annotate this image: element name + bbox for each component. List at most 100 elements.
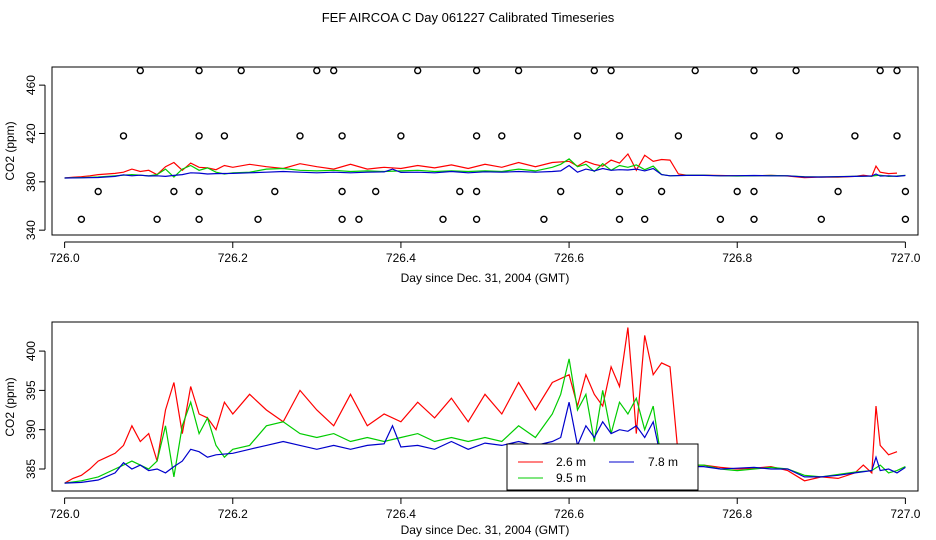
top-marker (271, 187, 279, 196)
top-x-axis: 726.0 726.2 726.4 726.6 726.8 727.0 (50, 241, 921, 265)
top-marker (641, 215, 649, 224)
top-marker (397, 132, 405, 140)
top-marker (851, 132, 859, 140)
bottom-x-tick-label: 726.6 (554, 507, 584, 521)
bottom-x-tick-label: 726.4 (386, 507, 416, 521)
legend-label-2-6m: 2.6 m (556, 455, 586, 469)
top-marker (338, 215, 346, 224)
top-series-9-5-m (64, 158, 906, 179)
top-marker (674, 132, 683, 140)
top-y-tick-label: 380 (24, 171, 38, 191)
top-marker (573, 132, 582, 140)
top-marker (313, 66, 321, 75)
top-marker (775, 132, 783, 140)
top-marker-group (77, 66, 910, 224)
top-marker (615, 132, 624, 140)
top-x-tick-label: 726.2 (218, 251, 248, 265)
top-marker (330, 66, 338, 75)
top-marker (540, 215, 548, 224)
bottom-series-group (64, 327, 906, 484)
legend-box (506, 443, 699, 491)
top-marker (876, 66, 884, 75)
top-marker (372, 187, 380, 196)
top-marker (195, 215, 203, 224)
bottom-x-tick-label: 726.0 (50, 507, 80, 521)
bottom-x-axis-label: Day since Dec. 31, 2004 (GMT) (401, 523, 570, 537)
top-marker (94, 187, 102, 196)
bottom-y-axis: 385 390 395 400 (24, 341, 46, 479)
bottom-panel: 726.0 726.2 726.4 726.6 726.8 727.0 385 390 395… (3, 321, 921, 537)
top-marker (195, 132, 203, 140)
top-marker (195, 187, 203, 196)
top-y-axis-label: CO2 (ppm) (3, 121, 17, 180)
bottom-plot-frame (51, 321, 919, 492)
bottom-series-9-5-m (64, 358, 906, 484)
top-series-7-8-m (64, 164, 906, 179)
bottom-y-axis-label: CO2 (ppm) (3, 377, 17, 436)
top-marker (792, 66, 800, 75)
top-marker (607, 66, 615, 75)
top-marker (153, 215, 161, 224)
top-y-tick-label: 420 (24, 123, 38, 143)
top-marker (77, 215, 86, 224)
top-marker (750, 132, 758, 140)
top-marker (414, 66, 422, 75)
bottom-x-axis: 726.0 726.2 726.4 726.6 726.8 727.0 (50, 497, 921, 521)
top-marker (590, 66, 598, 75)
top-marker (615, 215, 624, 224)
top-y-tick-label: 340 (24, 220, 38, 240)
top-y-tick-label: 460 (24, 75, 38, 95)
top-x-tick-label: 726.6 (554, 251, 584, 265)
bottom-x-tick-label: 726.8 (722, 507, 752, 521)
bottom-x-tick-label: 726.2 (218, 507, 248, 521)
top-plot-frame (51, 66, 919, 236)
top-marker (901, 215, 910, 224)
bottom-x-tick-label: 727.0 (890, 507, 920, 521)
top-x-tick-label: 726.0 (50, 251, 80, 265)
top-marker (733, 187, 741, 196)
top-marker (456, 187, 464, 196)
top-x-tick-label: 726.8 (722, 251, 752, 265)
top-marker (557, 187, 565, 196)
top-series-group (64, 152, 906, 179)
top-marker (750, 215, 758, 224)
bottom-y-tick-label: 400 (24, 341, 38, 361)
top-x-axis-label: Day since Dec. 31, 2004 (GMT) (401, 271, 570, 285)
bottom-y-tick-label: 395 (24, 380, 38, 400)
top-marker (657, 187, 666, 196)
bottom-y-tick-label: 390 (24, 419, 38, 439)
top-marker (716, 215, 725, 224)
top-marker (472, 132, 481, 140)
legend: 2.6 m 7.8 m 9.5 m (506, 443, 699, 491)
top-marker (136, 66, 145, 75)
top-marker (901, 187, 910, 196)
top-marker (750, 187, 758, 196)
top-panel: 726.0 726.2 726.4 726.6 726.8 727.0 340 380 420… (3, 66, 921, 285)
legend-label-9-5m: 9.5 m (556, 471, 586, 485)
top-marker (355, 215, 363, 224)
top-y-axis: 340 380 420 460 (24, 75, 46, 240)
top-marker (893, 132, 901, 140)
top-x-tick-label: 727.0 (890, 251, 920, 265)
top-marker (439, 215, 447, 224)
top-marker (254, 215, 262, 224)
top-marker (691, 66, 699, 75)
top-marker (296, 132, 304, 140)
legend-label-7-8m: 7.8 m (648, 455, 678, 469)
bottom-y-tick-label: 385 (24, 459, 38, 479)
top-marker (834, 187, 842, 196)
chart-title: FEF AIRCOA C Day 061227 Calibrated Times… (322, 10, 615, 25)
top-marker (338, 187, 346, 196)
top-marker (170, 187, 178, 196)
top-marker (220, 132, 229, 140)
top-marker (119, 132, 128, 140)
top-marker (472, 187, 481, 196)
top-marker (893, 66, 901, 75)
top-marker (817, 215, 825, 224)
top-marker (472, 215, 481, 224)
top-marker (338, 132, 346, 140)
bottom-series-7-8-m (64, 402, 906, 484)
top-marker (237, 66, 245, 75)
top-marker (514, 66, 523, 75)
